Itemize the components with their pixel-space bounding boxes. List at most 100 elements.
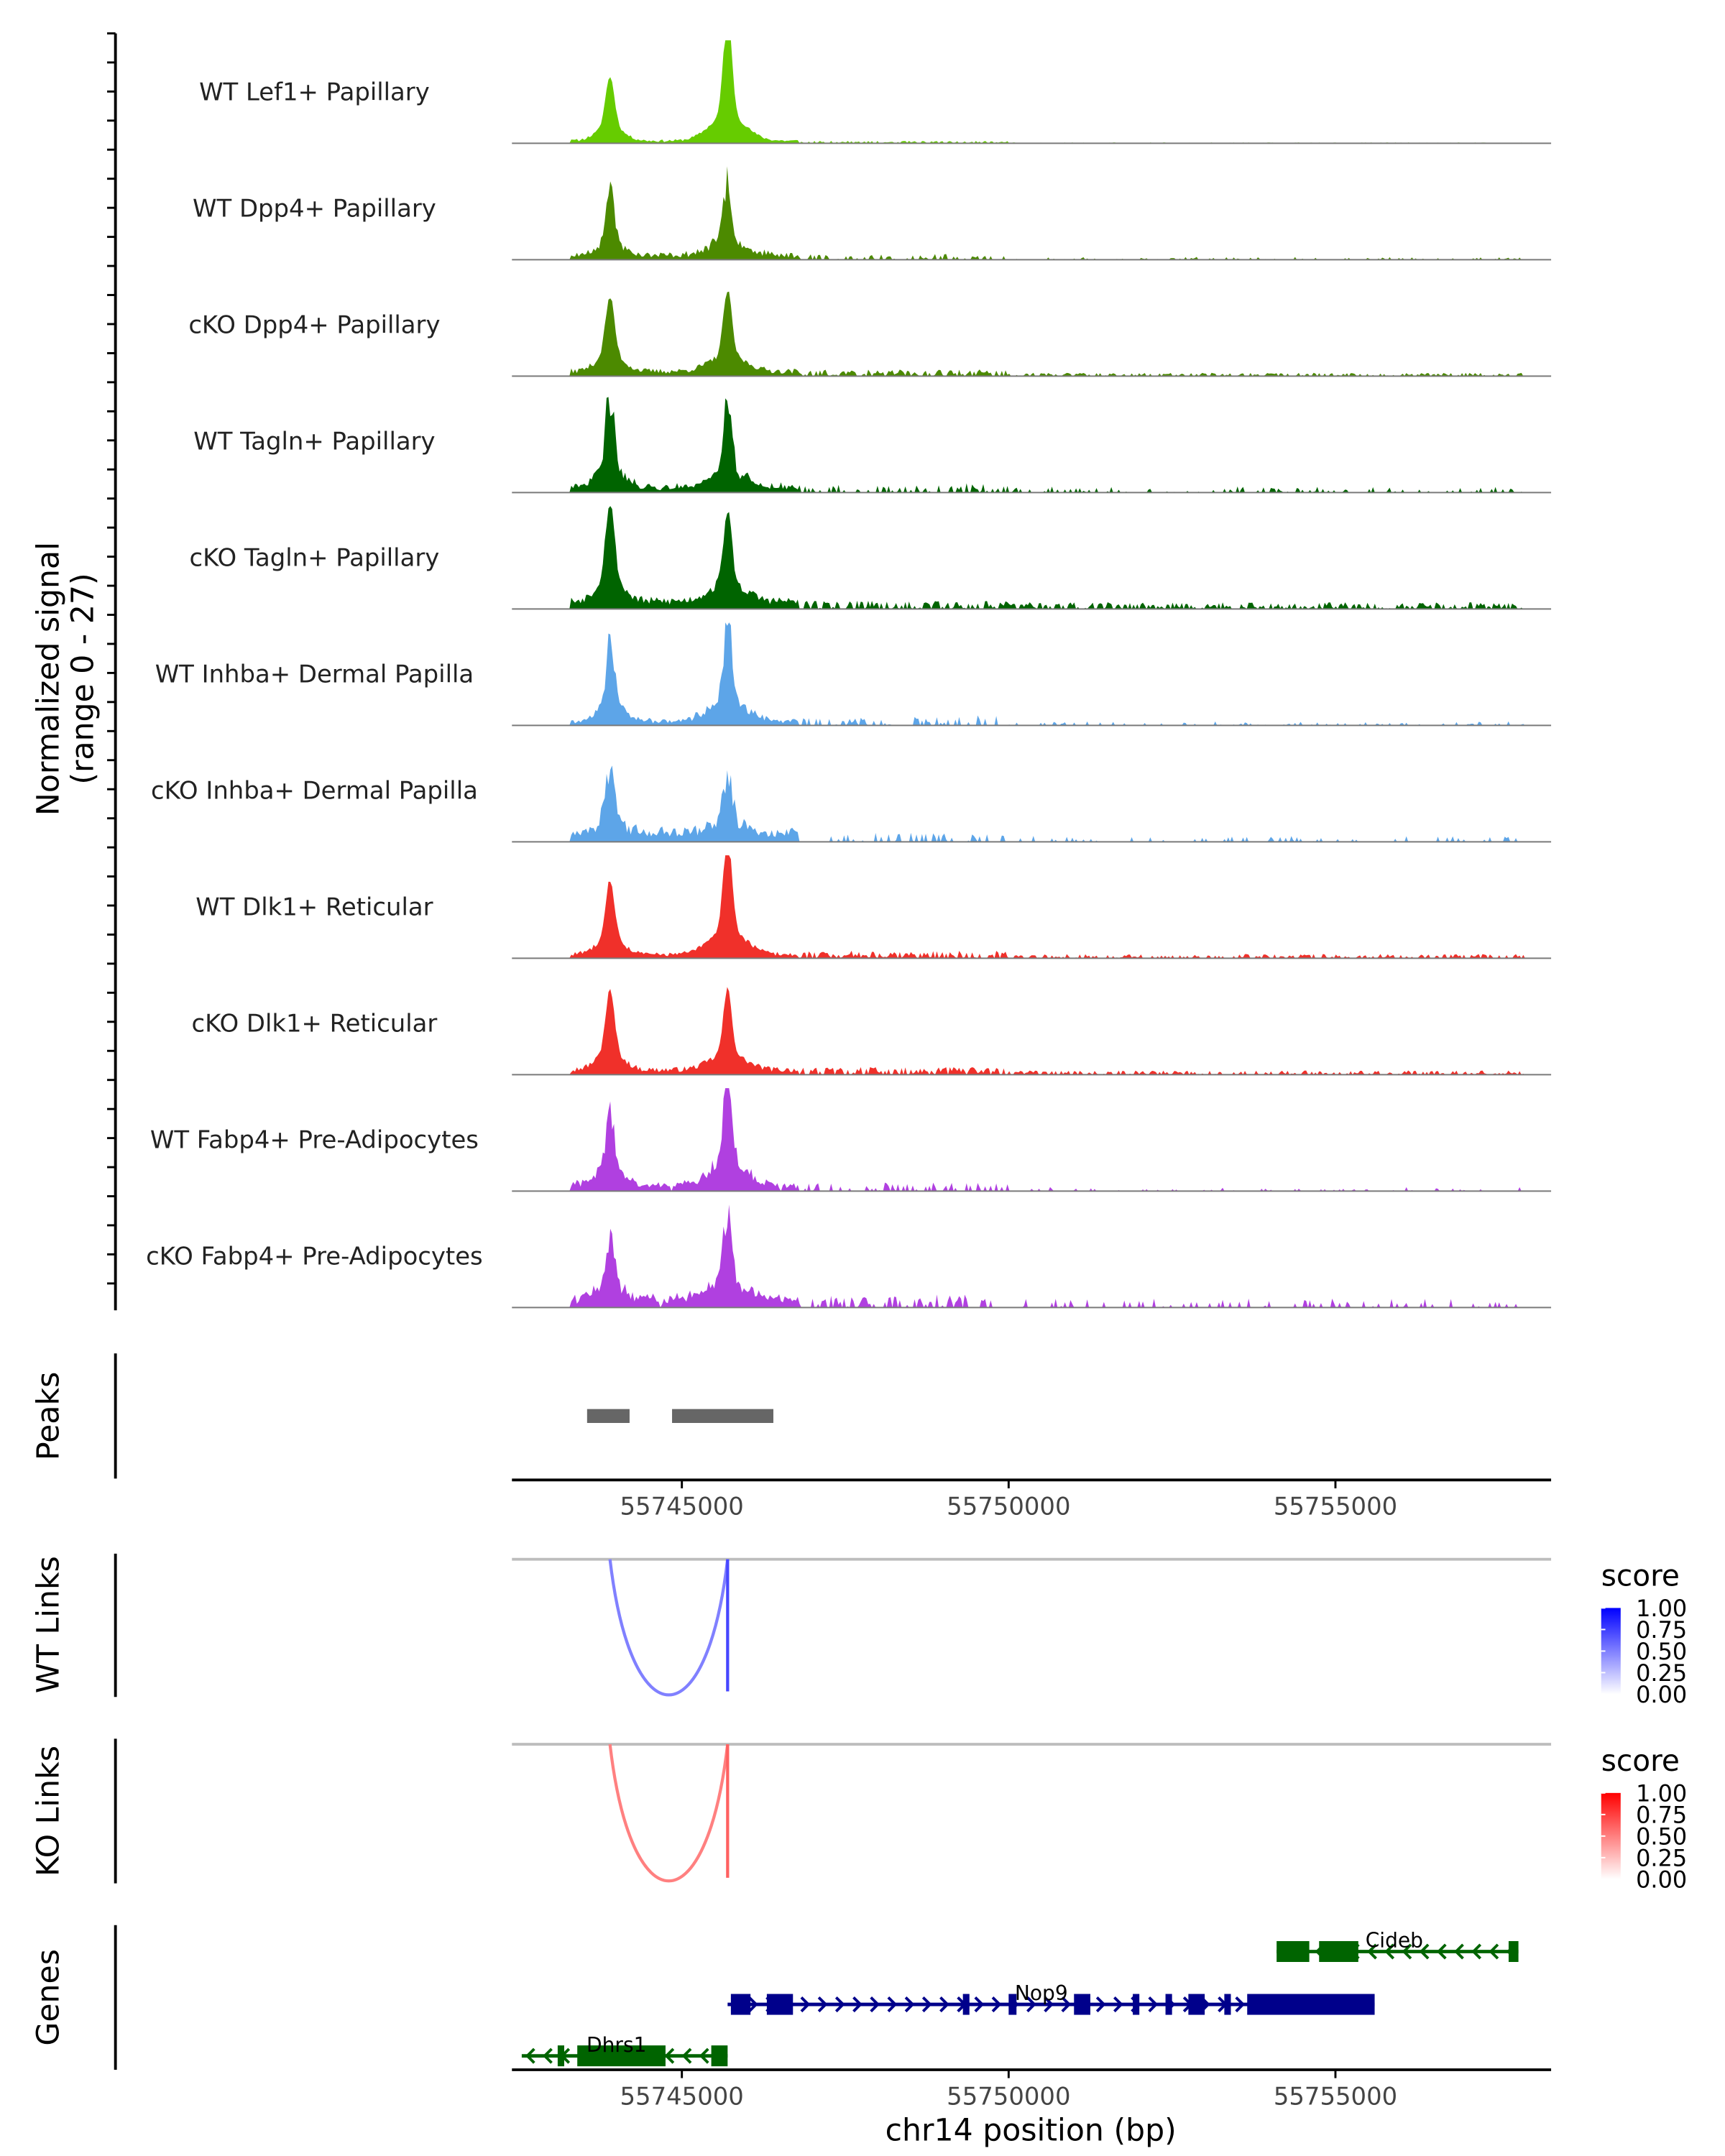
gene-Nop9-strand-arrow — [748, 1996, 758, 2013]
gene-Nop9-strand-arrow — [800, 1996, 811, 2013]
coverage-track-label-6: cKO Inhba+ Dermal Papilla — [151, 776, 478, 804]
gene-Nop9-strand-arrow — [887, 1996, 898, 2013]
gene-Dhrs1-strand-arrow — [543, 2047, 553, 2064]
gene-Nop9-strand-arrow — [991, 1996, 1002, 2013]
gene-Cideb-strand-arrow — [1454, 1943, 1464, 1960]
ko_links-arc-0 — [608, 1743, 730, 1883]
gene-Nop9-strand-arrow — [1026, 1996, 1036, 2013]
ko_links-legend-tick-label-3: 0.25 — [1636, 1844, 1687, 1871]
gene-Nop9-strand-arrow — [1148, 1996, 1159, 2013]
x-axis-bottom-tick-label-1: 55750000 — [947, 2082, 1070, 2110]
gene-Dhrs1-strand-arrow — [525, 2047, 535, 2064]
coverage-track-label-0: WT Lef1+ Papillary — [199, 78, 430, 106]
coverage-track-label-7: WT Dlk1+ Reticular — [196, 893, 433, 921]
x-axis-top-tick-label-1: 55750000 — [947, 1493, 1070, 1521]
gene-Cideb-strand-arrow — [1489, 1943, 1499, 1960]
wt_links-legend-tick-label-2: 0.50 — [1636, 1638, 1687, 1665]
gene-Nop9-exon-8 — [1224, 1994, 1231, 2015]
peaks-panel — [114, 1353, 773, 1479]
wt-links-panel — [114, 1553, 1552, 1697]
wt_links-legend-tick-label-3: 0.25 — [1636, 1659, 1687, 1687]
coverage-area-6 — [512, 765, 1552, 842]
coverage-track-label-5: WT Inhba+ Dermal Papilla — [155, 660, 474, 688]
coverage-ylabel-line1: Normalized signal — [30, 542, 66, 816]
gene-Cideb-strand-arrow — [1471, 1943, 1482, 1960]
gene-Nop9-strand-arrow — [921, 1996, 932, 2013]
coverage-area-0 — [512, 40, 1552, 144]
peak-interval-0 — [586, 1409, 630, 1423]
ko_links-legend-tick-label-1: 0.75 — [1636, 1801, 1687, 1828]
wt-links-label: WT Links — [30, 1556, 66, 1693]
coverage-track-label-8: cKO Dlk1+ Reticular — [192, 1009, 438, 1037]
coverage-track-label-3: WT Tagln+ Papillary — [193, 427, 435, 455]
gene-Dhrs1-strand-arrow — [664, 2047, 675, 2064]
peaks-track-label: Peaks — [30, 1372, 66, 1460]
gene-Nop9-exon-6 — [1165, 1994, 1172, 2015]
gene-Dhrs1-exon-2 — [711, 2045, 728, 2067]
gene-Cideb-exon-2 — [1508, 1940, 1519, 1962]
gene-Cideb-strand-arrow — [1419, 1943, 1430, 1960]
gene-Nop9-strand-arrow — [852, 1996, 862, 2013]
coverage-track-label-2: cKO Dpp4+ Papillary — [188, 310, 440, 338]
ko-links-label: KO Links — [30, 1746, 66, 1876]
gene-Nop9-exon-1 — [766, 1994, 794, 2015]
x-axis-bottom-tick-label-0: 55745000 — [620, 2082, 744, 2110]
gene-Nop9-strand-arrow — [1044, 1996, 1054, 2013]
x-axis-top-tick-label-0: 55745000 — [620, 1493, 744, 1521]
wt_links-legend-tick-label-0: 1.00 — [1636, 1595, 1687, 1622]
gene-Nop9-strand-arrow — [974, 1996, 985, 2013]
x-axis-bottom-tick-label-2: 55755000 — [1274, 2082, 1397, 2110]
ko-links-panel — [114, 1738, 1552, 1884]
gene-Nop9-strand-arrow — [1113, 1996, 1123, 2013]
coverage-track-label-1: WT Dpp4+ Papillary — [193, 194, 436, 222]
ko_links-legend-tick-label-0: 1.00 — [1636, 1779, 1687, 1807]
gene-label-Cideb: Cideb — [1366, 1929, 1423, 1953]
ko_links-legend-tick-label-2: 0.50 — [1636, 1823, 1687, 1850]
gene-Dhrs1-strand-arrow — [681, 2047, 692, 2064]
coverage-area-9 — [512, 1088, 1552, 1192]
genes-track-label: Genes — [30, 1949, 66, 2046]
coverage-track-label-4: cKO Tagln+ Papillary — [190, 543, 440, 571]
gene-Nop9-exon-4 — [1074, 1994, 1090, 2015]
coverage-area-2 — [512, 291, 1552, 377]
gene-label-Dhrs1: Dhrs1 — [586, 2033, 646, 2057]
gene-Nop9-strand-arrow — [870, 1996, 880, 2013]
ko_links-legend-tick-label-4: 0.00 — [1636, 1866, 1687, 1893]
coverage-track-label-10: cKO Fabp4+ Pre-Adipocytes — [146, 1242, 483, 1270]
coverage-ylabel-line2: (range 0 - 27) — [65, 573, 101, 784]
gene-Nop9-exon-7 — [1188, 1994, 1205, 2015]
wt_links-legend-tick-label-4: 0.00 — [1636, 1681, 1687, 1708]
coverage-area-8 — [512, 987, 1552, 1075]
gene-Dhrs1-exon-1 — [577, 2045, 666, 2067]
gene-Cideb-exon-1 — [1319, 1940, 1358, 1962]
gene-Cideb-strand-arrow — [1402, 1943, 1412, 1960]
gene-Nop9-exon-0 — [730, 1994, 751, 2015]
gene-Nop9-strand-arrow — [834, 1996, 845, 2013]
gene-Nop9-exon-2 — [962, 1994, 970, 2015]
x-axis-bottom: 55745000 55750000 55755000 — [512, 2068, 1552, 2110]
wt_links-arc-0 — [608, 1559, 730, 1697]
gene-Nop9-strand-arrow — [939, 1996, 949, 2013]
ko_links-legend-title: score — [1601, 1743, 1680, 1778]
genes-panel: Cideb Nop9 Dhrs1 — [114, 1925, 1519, 2070]
peak-interval-1 — [672, 1409, 773, 1423]
coverage-area-10 — [512, 1204, 1552, 1308]
coverage-track-label-9: WT Fabp4+ Pre-Adipocytes — [150, 1125, 479, 1153]
wt_links-legend-tick-label-1: 0.75 — [1636, 1616, 1687, 1644]
gene-Cideb-strand-arrow — [1384, 1943, 1395, 1960]
gene-label-Nop9: Nop9 — [1015, 1981, 1068, 2005]
gene-Nop9-exon-9 — [1247, 1994, 1375, 2015]
gene-Dhrs1-exon-0 — [557, 2045, 565, 2067]
x-axis-title: chr14 position (bp) — [886, 2113, 1177, 2149]
x-axis-top: 55745000 55750000 55755000 — [512, 1478, 1552, 1521]
coverage-area-7 — [512, 855, 1552, 959]
x-axis-top-tick-label-2: 55755000 — [1274, 1493, 1397, 1521]
gene-Nop9-strand-arrow — [1235, 1996, 1246, 2013]
gene-Cideb-strand-arrow — [1436, 1943, 1447, 1960]
gene-Nop9-exon-5 — [1133, 1994, 1140, 2015]
coverage-area-5 — [512, 622, 1552, 726]
gene-Nop9-strand-arrow — [1061, 1996, 1072, 2013]
